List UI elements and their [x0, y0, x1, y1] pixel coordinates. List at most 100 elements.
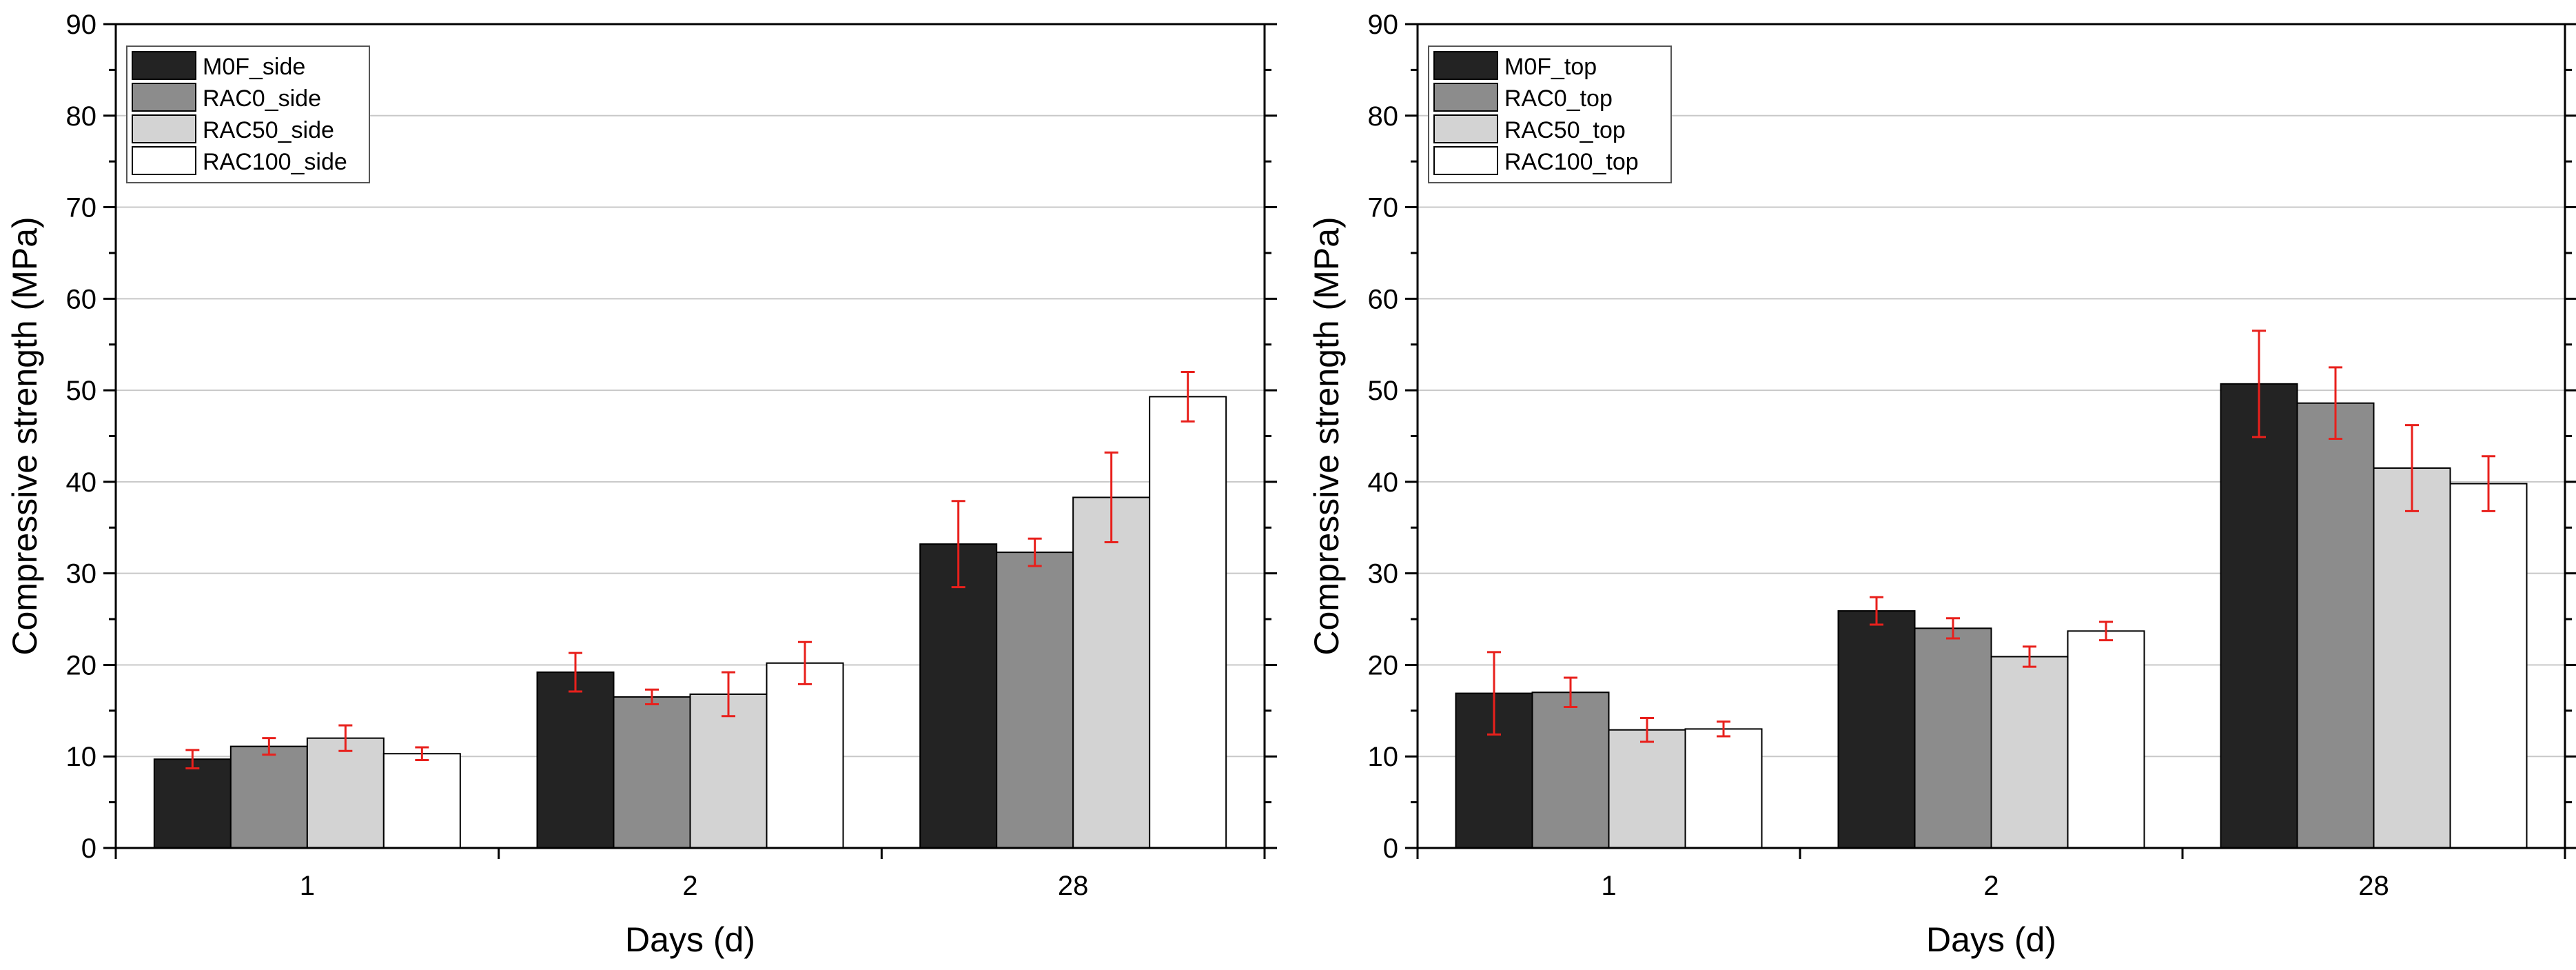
legend-item: RAC0_top — [1433, 83, 1613, 112]
error-bar — [262, 737, 276, 756]
y-tick-label: 30 — [1368, 559, 1399, 589]
x-axis-title: Days (d) — [1926, 920, 2056, 959]
legend-label: RAC0_side — [203, 85, 321, 112]
y-axis-title: Compressive strength (MPa) — [6, 216, 44, 655]
error-bar — [2482, 455, 2495, 512]
x-tick-label: 1 — [300, 871, 315, 901]
bar — [536, 671, 615, 849]
y-tick-label: 70 — [66, 193, 97, 223]
error-bar — [1180, 371, 1195, 423]
error-bar — [1870, 596, 1883, 626]
error-bar — [1717, 720, 1730, 738]
x-tick-label: 1 — [1601, 871, 1616, 901]
bar — [1072, 496, 1151, 849]
legend-label: RAC50_side — [203, 117, 334, 143]
x-tick-label: 28 — [1058, 871, 1089, 901]
legend-label: RAC100_side — [203, 149, 347, 175]
y-tick-label: 10 — [66, 742, 97, 772]
y-tick-label: 80 — [66, 101, 97, 132]
y-tick-label: 90 — [66, 10, 97, 40]
legend-swatch — [132, 83, 196, 112]
legend-label: M0F_top — [1504, 54, 1597, 80]
error-bar — [1640, 716, 1654, 743]
bar — [2067, 630, 2145, 849]
legend-swatch — [132, 51, 196, 80]
y-tick-label: 80 — [1368, 101, 1399, 132]
legend-swatch — [1433, 114, 1498, 143]
x-tick-label: 2 — [682, 871, 697, 901]
bar — [919, 543, 998, 849]
legend-item: RAC100_top — [1433, 146, 1639, 175]
legend-label: M0F_side — [203, 54, 305, 80]
x-axis-title: Days (d) — [625, 920, 755, 959]
error-bar — [798, 640, 812, 685]
bar — [689, 693, 768, 849]
y-tick-label: 90 — [1368, 10, 1399, 40]
chart-2: 0 10 20 30 40 50 60 70 80 90 1 2 28 Days (d) Compressi… — [1307, 10, 2576, 959]
error-bar — [2099, 620, 2113, 642]
error-bar — [569, 651, 582, 693]
error-bar — [2329, 366, 2342, 440]
y-tick-label: 60 — [1368, 284, 1399, 314]
bar — [613, 696, 691, 849]
y-tick-label: 30 — [66, 559, 97, 589]
error-bar — [2405, 424, 2419, 512]
chart-1: 0 10 20 30 40 50 60 70 80 90 1 2 28 Days (d) Compressi… — [6, 10, 1277, 959]
error-bar — [1487, 651, 1501, 736]
legend-item: RAC100_side — [132, 146, 347, 175]
error-bar — [185, 749, 200, 769]
y-tick-label: 0 — [81, 833, 96, 864]
legend-label: RAC100_top — [1504, 149, 1639, 175]
bar — [1914, 627, 1992, 849]
y-axis-title: Compressive strength (MPa) — [1307, 216, 1346, 655]
legend-swatch — [1433, 146, 1498, 175]
bar — [766, 662, 844, 849]
y-tick-label: 10 — [1368, 742, 1399, 772]
y-tick-label: 50 — [1368, 376, 1399, 406]
bar — [2449, 483, 2528, 849]
bar — [996, 552, 1074, 849]
bar — [229, 745, 308, 849]
legend-item: RAC0_side — [132, 83, 321, 112]
error-bar — [338, 724, 353, 752]
bar — [2220, 383, 2298, 849]
x-tick-label: 2 — [1983, 871, 1999, 901]
error-bar — [2252, 330, 2266, 438]
bar — [2373, 467, 2451, 849]
legend-label: RAC0_top — [1504, 85, 1613, 112]
legend-item: RAC50_side — [132, 114, 334, 143]
y-tick-label: 20 — [66, 650, 97, 680]
bar — [1149, 396, 1227, 849]
bar — [153, 758, 232, 849]
legend-item: M0F_side — [132, 51, 305, 80]
error-bar — [415, 746, 429, 762]
legend-swatch — [132, 114, 196, 143]
x-tick-label: 28 — [2358, 871, 2389, 901]
error-bar — [1028, 537, 1042, 567]
y-tick-label: 70 — [1368, 193, 1399, 223]
y-tick-label: 50 — [66, 376, 97, 406]
bar — [1990, 656, 2069, 849]
error-bar — [951, 500, 965, 589]
y-tick-label: 20 — [1368, 650, 1399, 680]
y-tick-label: 60 — [66, 284, 97, 314]
error-bar — [1104, 451, 1118, 544]
bar — [1608, 729, 1686, 849]
error-bar — [645, 688, 659, 706]
bar — [2296, 402, 2375, 849]
legend-label: RAC50_top — [1504, 117, 1626, 143]
y-tick-label: 0 — [1383, 833, 1398, 864]
bar — [1684, 728, 1763, 849]
legend: M0F_top RAC0_top RAC50_top RAC100_top — [1428, 46, 1672, 183]
bar — [306, 737, 385, 849]
y-tick-label: 40 — [66, 467, 97, 498]
bar — [382, 753, 461, 849]
error-bar — [1564, 676, 1577, 709]
legend: M0F_side RAC0_side RAC50_side RAC100_side — [126, 46, 370, 183]
legend-swatch — [1433, 51, 1498, 80]
y-tick-label: 40 — [1368, 467, 1399, 498]
error-bar — [2023, 645, 2036, 668]
legend-swatch — [1433, 83, 1498, 112]
bar — [1531, 691, 1610, 849]
